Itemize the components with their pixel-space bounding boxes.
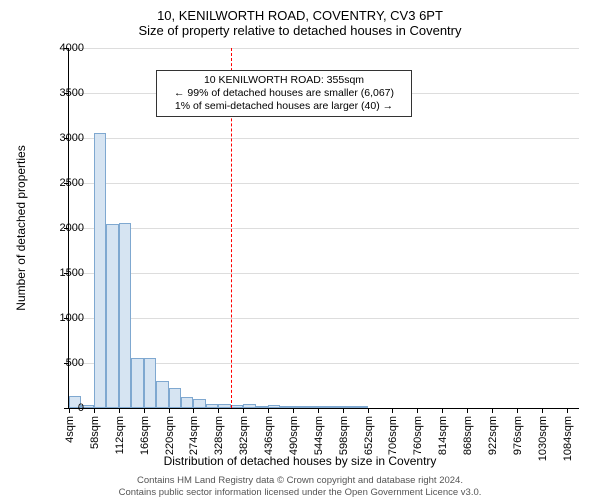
xtick-label: 4sqm: [64, 416, 76, 443]
ytick-label: 500: [66, 357, 84, 369]
xtick-label: 868sqm: [462, 416, 474, 455]
gridline: [69, 318, 579, 319]
info-line-1: 10 KENILWORTH ROAD: 355sqm: [163, 74, 405, 87]
xtick-mark: [467, 408, 468, 413]
xtick-mark: [368, 408, 369, 413]
xtick-mark: [193, 408, 194, 413]
histogram-bar: [305, 406, 317, 408]
gridline: [69, 183, 579, 184]
chart: 10 KENILWORTH ROAD: 355sqm ← 99% of deta…: [68, 48, 578, 408]
histogram-bar: [156, 381, 168, 408]
xtick-mark: [119, 408, 120, 413]
histogram-bar: [231, 405, 243, 408]
histogram-bar: [293, 406, 305, 408]
gridline: [69, 273, 579, 274]
xtick-label: 706sqm: [387, 416, 399, 455]
histogram-bar: [280, 406, 292, 408]
xtick-label: 976sqm: [512, 416, 524, 455]
gridline: [69, 228, 579, 229]
xtick-mark: [417, 408, 418, 413]
xtick-label: 382sqm: [238, 416, 250, 455]
histogram-bar: [144, 358, 156, 408]
xtick-label: 544sqm: [313, 416, 325, 455]
histogram-bar: [218, 404, 230, 408]
xtick-mark: [169, 408, 170, 413]
ytick-label: 0: [78, 402, 84, 414]
xtick-label: 598sqm: [338, 416, 350, 455]
x-axis-label: Distribution of detached houses by size …: [0, 454, 600, 468]
histogram-bar: [94, 133, 106, 408]
xtick-label: 1084sqm: [562, 416, 574, 461]
xtick-label: 274sqm: [188, 416, 200, 455]
histogram-bar: [106, 224, 118, 408]
xtick-label: 58sqm: [89, 416, 101, 449]
xtick-label: 112sqm: [114, 416, 126, 454]
info-line-2: ← 99% of detached houses are smaller (6,…: [163, 87, 405, 100]
ytick-label: 2500: [60, 177, 84, 189]
histogram-bar: [268, 405, 280, 408]
xtick-mark: [392, 408, 393, 413]
ytick-label: 3500: [60, 87, 84, 99]
xtick-mark: [567, 408, 568, 413]
xtick-mark: [318, 408, 319, 413]
xtick-mark: [69, 408, 70, 413]
chart-info-box: 10 KENILWORTH ROAD: 355sqm ← 99% of deta…: [156, 70, 412, 117]
xtick-label: 490sqm: [288, 416, 300, 455]
ytick-label: 2000: [60, 222, 84, 234]
xtick-label: 220sqm: [164, 416, 176, 455]
xtick-label: 760sqm: [412, 416, 424, 455]
histogram-bar: [193, 399, 205, 408]
title-block: 10, KENILWORTH ROAD, COVENTRY, CV3 6PT S…: [0, 0, 600, 38]
histogram-bar: [330, 406, 342, 408]
xtick-mark: [144, 408, 145, 413]
page-title: 10, KENILWORTH ROAD, COVENTRY, CV3 6PT: [0, 8, 600, 23]
histogram-bar: [355, 406, 367, 408]
xtick-label: 436sqm: [263, 416, 275, 455]
ytick-label: 4000: [60, 42, 84, 54]
xtick-mark: [492, 408, 493, 413]
y-axis-label: Number of detached properties: [14, 145, 28, 310]
xtick-mark: [343, 408, 344, 413]
histogram-bar: [256, 406, 268, 408]
xtick-mark: [243, 408, 244, 413]
histogram-bar: [119, 223, 131, 408]
xtick-label: 652sqm: [363, 416, 375, 455]
xtick-mark: [542, 408, 543, 413]
ytick-label: 1500: [60, 267, 84, 279]
histogram-bar: [318, 406, 330, 408]
ytick-label: 1000: [60, 312, 84, 324]
footer-line-1: Contains HM Land Registry data © Crown c…: [0, 475, 600, 486]
xtick-label: 166sqm: [139, 416, 151, 455]
ytick-label: 3000: [60, 132, 84, 144]
histogram-bar: [206, 404, 218, 409]
gridline: [69, 48, 579, 49]
footer-line-2: Contains public sector information licen…: [0, 487, 600, 498]
xtick-mark: [218, 408, 219, 413]
page-subtitle: Size of property relative to detached ho…: [0, 23, 600, 38]
xtick-mark: [517, 408, 518, 413]
xtick-mark: [94, 408, 95, 413]
histogram-bar: [181, 397, 193, 408]
xtick-mark: [268, 408, 269, 413]
xtick-mark: [293, 408, 294, 413]
footer: Contains HM Land Registry data © Crown c…: [0, 475, 600, 498]
histogram-bar: [131, 358, 143, 408]
histogram-bar: [169, 388, 181, 408]
xtick-label: 328sqm: [213, 416, 225, 455]
histogram-bar: [243, 404, 255, 409]
xtick-label: 922sqm: [487, 416, 499, 455]
gridline: [69, 138, 579, 139]
histogram-bar: [343, 406, 355, 408]
xtick-label: 814sqm: [437, 416, 449, 455]
xtick-mark: [442, 408, 443, 413]
info-line-3: 1% of semi-detached houses are larger (4…: [163, 100, 405, 113]
xtick-label: 1030sqm: [537, 416, 549, 461]
